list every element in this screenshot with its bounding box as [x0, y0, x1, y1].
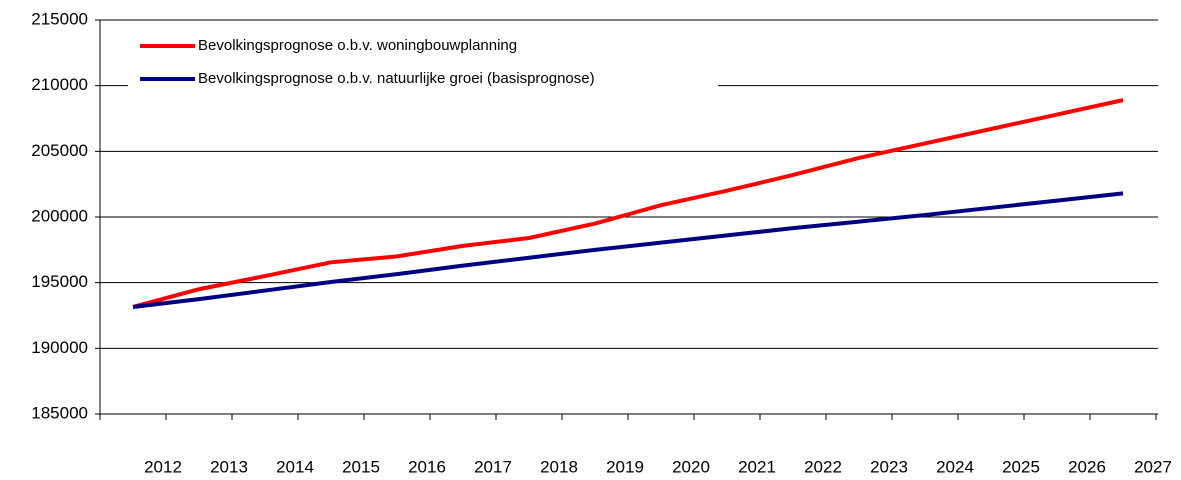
series-line [132, 191, 1124, 309]
legend-box [128, 28, 718, 96]
x-tick-label: 2017 [474, 457, 512, 476]
y-tick-label: 190000 [31, 338, 88, 357]
x-tick-label: 2012 [144, 457, 182, 476]
x-tick-label: 2025 [1002, 457, 1040, 476]
x-tick-label: 2026 [1068, 457, 1106, 476]
y-tick-label: 210000 [31, 75, 88, 94]
x-tick-label: 2020 [672, 457, 710, 476]
x-tick-label: 2021 [738, 457, 776, 476]
legend-label: Bevolkingsprognose o.b.v. natuurlijke gr… [198, 70, 595, 87]
legend-label: Bevolkingsprognose o.b.v. woningbouwplan… [198, 37, 517, 54]
series-line [132, 98, 1124, 309]
x-tick-label: 2022 [804, 457, 842, 476]
y-tick-label: 200000 [31, 206, 88, 225]
x-tick-label: 2013 [210, 457, 248, 476]
x-tick-label: 2016 [408, 457, 446, 476]
x-tick-label: 2018 [540, 457, 578, 476]
x-tick-label: 2027 [1134, 457, 1172, 476]
x-tick-label: 2015 [342, 457, 380, 476]
x-tick-label: 2014 [276, 457, 314, 476]
y-tick-label: 205000 [31, 141, 88, 160]
x-tick-label: 2023 [870, 457, 908, 476]
y-tick-label: 215000 [31, 9, 88, 28]
y-tick-label: 195000 [31, 272, 88, 291]
x-tick-label: 2019 [606, 457, 644, 476]
y-tick-label: 185000 [31, 403, 88, 422]
x-tick-label: 2024 [936, 457, 974, 476]
